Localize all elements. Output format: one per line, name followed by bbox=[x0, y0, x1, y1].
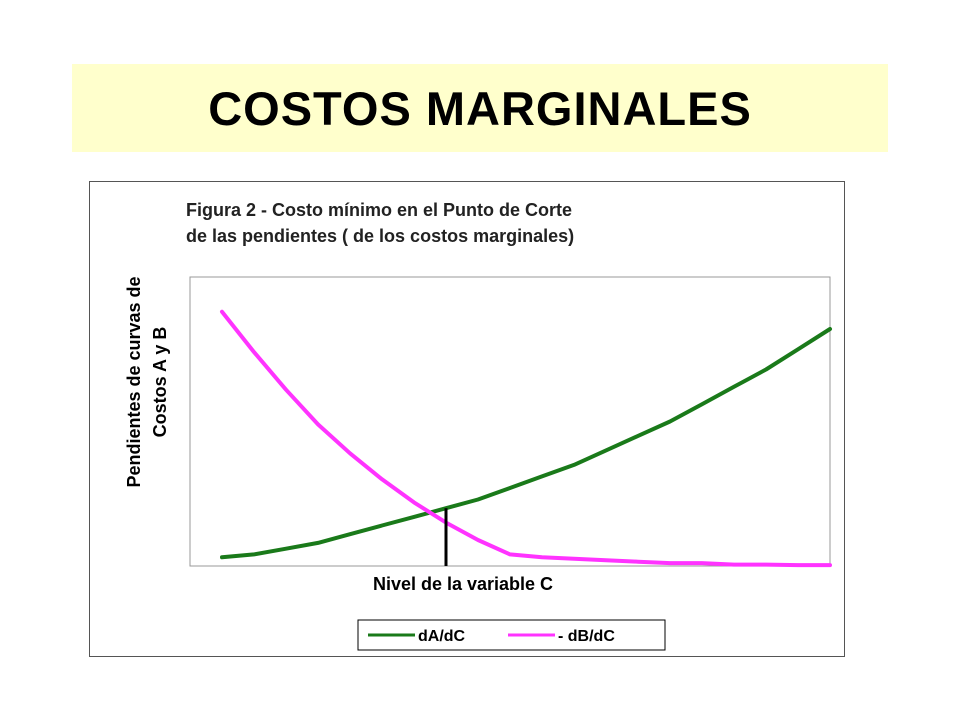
legend-label-dA-dC: dA/dC bbox=[418, 628, 466, 645]
slide-title: COSTOS MARGINALES bbox=[208, 81, 752, 135]
chart-title-line-2: de las pendientes ( de los costos margin… bbox=[186, 226, 574, 246]
figure-frame: Figura 2 - Costo mínimo en el Punto de C… bbox=[89, 181, 845, 657]
chart-title-line-1: Figura 2 - Costo mínimo en el Punto de C… bbox=[186, 200, 572, 220]
series-layer bbox=[220, 309, 832, 568]
legend: dA/dC - dB/dC bbox=[357, 619, 666, 651]
x-axis-label: Nivel de la variable C bbox=[373, 574, 553, 594]
chart-figure: Figura 2 - Costo mínimo en el Punto de C… bbox=[124, 200, 832, 651]
series-line-0 bbox=[220, 327, 832, 560]
legend-label-dB-dC: - dB/dC bbox=[558, 628, 615, 645]
y-axis-label: Pendientes de curvas de Costos A y B bbox=[124, 276, 170, 487]
series-line-1 bbox=[220, 309, 832, 568]
y-axis-label-line-2: Costos A y B bbox=[150, 327, 170, 438]
title-banner: COSTOS MARGINALES bbox=[72, 64, 888, 152]
plot-area bbox=[189, 276, 831, 567]
y-axis-label-line-1: Pendientes de curvas de bbox=[124, 276, 144, 487]
